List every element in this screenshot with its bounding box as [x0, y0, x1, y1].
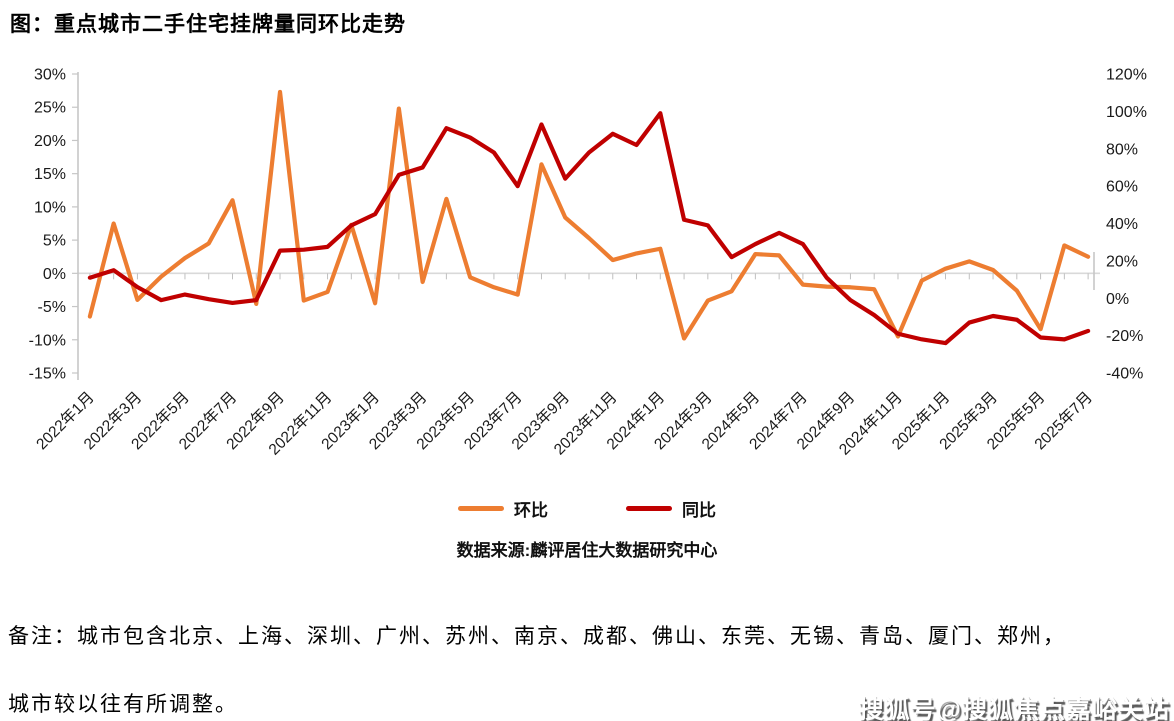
y-axis-left-label: 5% — [43, 233, 66, 250]
y-axis-right-label: -40% — [1106, 366, 1143, 383]
data-source-text: 数据来源:麟评居住大数据研究中心 — [456, 541, 718, 560]
y-axis-right-label: -20% — [1106, 328, 1143, 345]
series-yoy-line — [87, 111, 1091, 346]
y-axis-left-label: 20% — [34, 133, 66, 150]
y-axis-left: 30% 25% 20% 15% 10% 5% 0% -5% -10% -15% — [29, 67, 79, 383]
x-axis-labels: 2022年1月2022年3月2022年5月2022年7月2022年9月2022年… — [33, 388, 1096, 458]
y-axis-left-label: 10% — [34, 199, 66, 216]
legend-item-yoy: 同比 — [626, 496, 716, 521]
legend-label-yoy: 同比 — [682, 501, 716, 520]
chart-title: 图：重点城市二手住宅挂牌量同环比走势 — [10, 13, 406, 36]
y-axis-left-label: 0% — [43, 266, 66, 283]
y-axis-right-label: 60% — [1106, 179, 1138, 196]
y-axis-right-label: 40% — [1106, 216, 1138, 233]
y-axis-right-label: 80% — [1106, 141, 1138, 158]
legend-item-mom: 环比 — [458, 496, 548, 521]
chart-legend: 环比 同比 — [0, 496, 1174, 521]
note-line-1: 备注：城市包含北京、上海、深圳、广州、苏州、南京、成都、佛山、东莞、无锡、青岛、… — [8, 624, 1066, 648]
y-axis-left-label: 25% — [34, 100, 66, 117]
y-axis-left-label: -5% — [38, 299, 66, 316]
y-axis-right-label: 20% — [1106, 253, 1138, 270]
watermark: 搜狐号@搜狐焦点嘉峪关站 — [858, 696, 1170, 721]
y-axis-right-label: 0% — [1106, 291, 1129, 308]
y-axis-right-label: 120% — [1106, 67, 1147, 84]
mom-line-swatch — [458, 506, 504, 511]
series-mom-line — [87, 89, 1091, 341]
yoy-line-swatch — [626, 506, 672, 511]
y-axis-left-label: 30% — [34, 67, 66, 84]
y-axis-left-label: -10% — [29, 332, 66, 349]
legend-label-mom: 环比 — [514, 501, 548, 520]
note-line-2: 城市较以往有所调整。 — [8, 692, 238, 716]
y-axis-right-label: 100% — [1106, 104, 1147, 121]
y-axis-left-label: 15% — [34, 166, 66, 183]
y-axis-left-label: -15% — [29, 366, 66, 383]
y-axis-right: 120% 100% 80% 60% 40% 20% 0% -20% -40% — [1093, 67, 1147, 383]
trend-line-chart: 30% 25% 20% 15% 10% 5% 0% -5% -10% -15% 120% 100% 80… — [29, 67, 1147, 459]
